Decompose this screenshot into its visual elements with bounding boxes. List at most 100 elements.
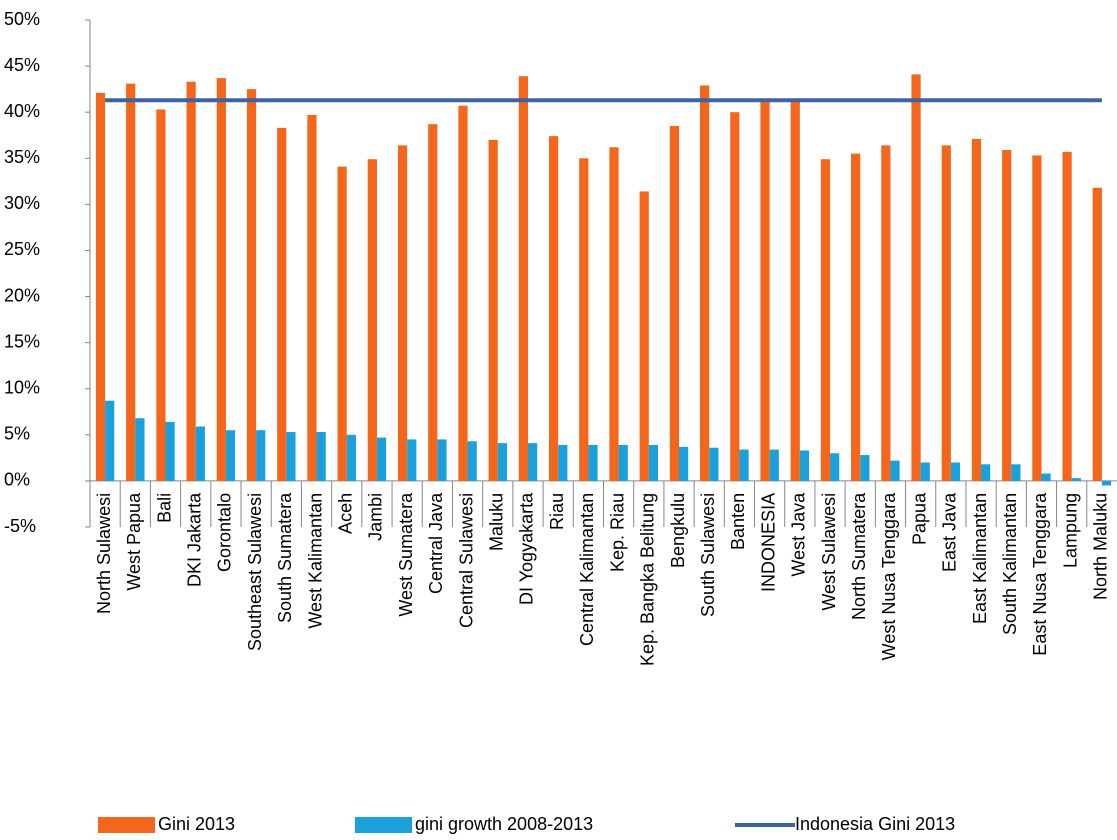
bar — [407, 439, 417, 481]
bar — [488, 139, 498, 481]
bar — [1041, 473, 1051, 481]
x-tick-label: South Sulawesi — [698, 493, 718, 617]
x-tick-label: Central Java — [426, 492, 446, 594]
bar — [971, 138, 982, 481]
x-tick-label: East Kalimantan — [970, 493, 990, 624]
bar — [950, 462, 961, 481]
bar — [579, 158, 589, 481]
bar — [760, 100, 770, 481]
legend-label: Indonesia Gini 2013 — [795, 814, 955, 834]
bar — [588, 444, 598, 481]
bar — [920, 462, 930, 481]
bar — [1011, 464, 1021, 481]
bar — [437, 439, 447, 481]
bar — [346, 434, 356, 481]
x-tick-label: Banten — [728, 493, 748, 550]
bar — [307, 114, 317, 481]
bar — [669, 126, 680, 481]
bar — [467, 441, 477, 481]
bar — [941, 145, 951, 481]
y-tick-label: 20% — [4, 285, 40, 305]
x-tick-label: Gorontalo — [215, 493, 235, 572]
bar — [428, 124, 438, 481]
x-tick-label: Aceh — [336, 493, 356, 534]
x-tick-label: West Kalimantan — [305, 493, 325, 629]
y-tick-label: 0% — [4, 470, 30, 490]
bar — [1071, 478, 1081, 481]
bar — [367, 159, 377, 481]
bar — [156, 109, 166, 481]
bar — [497, 443, 507, 481]
bar — [1062, 151, 1072, 481]
bar — [186, 81, 196, 481]
bar — [316, 432, 326, 481]
bar — [225, 430, 236, 481]
bar — [135, 418, 145, 481]
bar — [799, 450, 810, 481]
bar — [769, 449, 779, 481]
x-tick-label: Riau — [547, 493, 567, 530]
x-tick-label: Kep. Bangka Belitung — [638, 493, 658, 666]
bar — [216, 78, 226, 481]
bar — [337, 166, 347, 481]
bar — [639, 191, 649, 481]
x-tick-label: Central Sulawesi — [456, 493, 476, 628]
x-tick-label: East Nusa Tenggara — [1030, 492, 1050, 656]
bar — [730, 112, 740, 481]
bar — [126, 83, 136, 481]
y-tick-label: 15% — [4, 331, 40, 351]
y-tick-label: -5% — [4, 516, 36, 536]
x-tick-label: INDONESIA — [758, 493, 778, 592]
x-tick-label: North Sulawesi — [94, 493, 114, 614]
bar — [618, 444, 628, 481]
x-tick-label: West Sumatera — [396, 492, 416, 617]
x-tick-label: Southeast Sulawesi — [245, 493, 265, 651]
bar — [1002, 149, 1012, 481]
x-tick-label: Lampung — [1060, 493, 1080, 568]
x-tick-label: Central Kalimantan — [577, 493, 597, 646]
bar — [679, 446, 689, 481]
bar — [286, 432, 296, 481]
legend-label: Gini 2013 — [158, 814, 235, 834]
bar — [1032, 155, 1042, 481]
bar — [1092, 187, 1102, 481]
bar — [830, 453, 840, 481]
bar — [890, 460, 900, 481]
bar — [548, 136, 559, 481]
x-tick-label: Maluku — [487, 493, 507, 551]
bar — [277, 127, 287, 481]
bar — [700, 85, 710, 481]
x-tick-label: Jambi — [366, 493, 386, 541]
bar — [881, 145, 891, 481]
x-tick-label: West Java — [789, 492, 809, 577]
bar — [981, 464, 991, 481]
bar — [709, 447, 719, 481]
bar — [518, 76, 528, 481]
bar — [739, 449, 749, 481]
y-tick-label: 50% — [4, 9, 40, 29]
x-tick-label: DI Yogyakarta — [517, 492, 537, 605]
x-tick-label: Bali — [154, 493, 174, 523]
x-tick-label: West Papua — [124, 492, 144, 591]
legend-swatch — [355, 817, 412, 833]
bar — [851, 153, 861, 481]
bar — [911, 74, 921, 481]
x-tick-label: South Sumatera — [275, 492, 295, 623]
bar — [609, 147, 619, 481]
bar — [648, 444, 659, 481]
x-tick-label: Papua — [909, 492, 929, 545]
bar — [1101, 480, 1112, 486]
bar — [397, 145, 408, 481]
x-tick-label: South Kalimantan — [1000, 493, 1020, 635]
legend-label: gini growth 2008-2013 — [415, 814, 593, 834]
bar — [95, 92, 106, 481]
bar — [376, 437, 387, 481]
y-tick-label: 10% — [4, 377, 40, 397]
bar — [195, 426, 205, 481]
y-tick-label: 40% — [4, 101, 40, 121]
bar — [105, 400, 115, 481]
x-tick-label: Kep. Riau — [607, 493, 627, 572]
x-tick-label: North Maluku — [1091, 493, 1111, 600]
y-tick-label: 45% — [4, 55, 40, 75]
